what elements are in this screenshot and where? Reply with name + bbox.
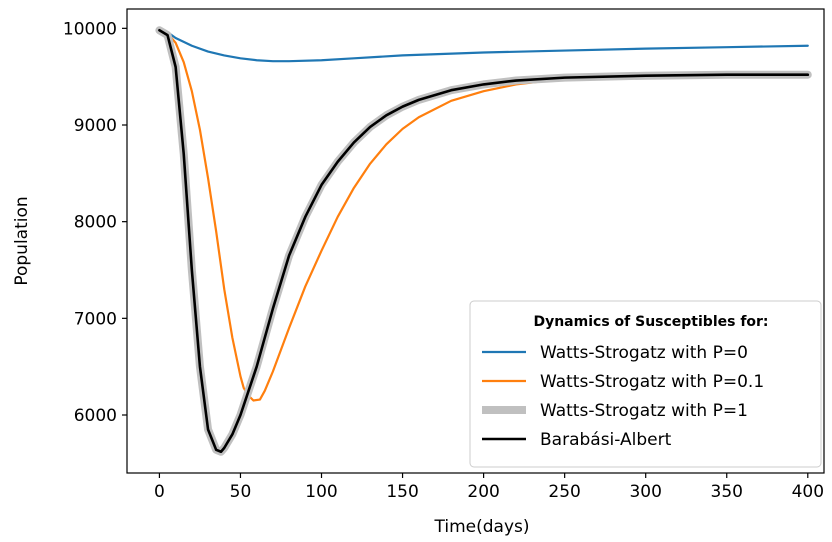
series-layer [155,26,812,456]
y-tick-label: 8000 [74,213,117,233]
legend-label: Watts-Strogatz with P=0 [540,343,748,363]
x-tick-label: 350 [711,482,743,502]
legend-label: Watts-Strogatz with P=1 [540,401,748,421]
series-line-1 [158,29,809,63]
x-tick-label: 250 [548,482,580,502]
legend-label: Barabási-Albert [540,430,672,450]
series-line-2 [158,29,809,402]
plot-frame [126,8,825,474]
x-axis: 0 50 100 150 200 250 300 350 400 [154,473,824,502]
x-axis-label: Time(days) [434,517,530,537]
y-tick-label: 10000 [63,19,117,39]
y-tick-label: 6000 [74,406,117,426]
y-tick-label: 9000 [74,116,117,136]
legend-title: Dynamics of Susceptibles for: [533,314,768,330]
y-axis-label: Population [12,196,32,285]
x-tick-label: 400 [792,482,824,502]
y-axis: 6000 7000 8000 9000 10000 [63,19,127,426]
x-tick-label: 200 [467,482,499,502]
series-line-4 [158,28,810,454]
legend-entries: Watts-Strogatz with P=0 Watts-Strogatz wi… [482,343,764,450]
x-tick-label: 150 [386,482,418,502]
legend-box [469,300,822,468]
x-tick-label: 100 [305,482,337,502]
legend-label: Watts-Strogatz with P=0.1 [540,372,764,392]
y-tick-label: 7000 [74,309,117,329]
x-tick-label: 50 [230,482,252,502]
x-tick-label: 300 [629,482,661,502]
x-tick-label: 0 [154,482,165,502]
legend: Dynamics of Susceptibles for: Watts-Stro… [469,300,822,468]
